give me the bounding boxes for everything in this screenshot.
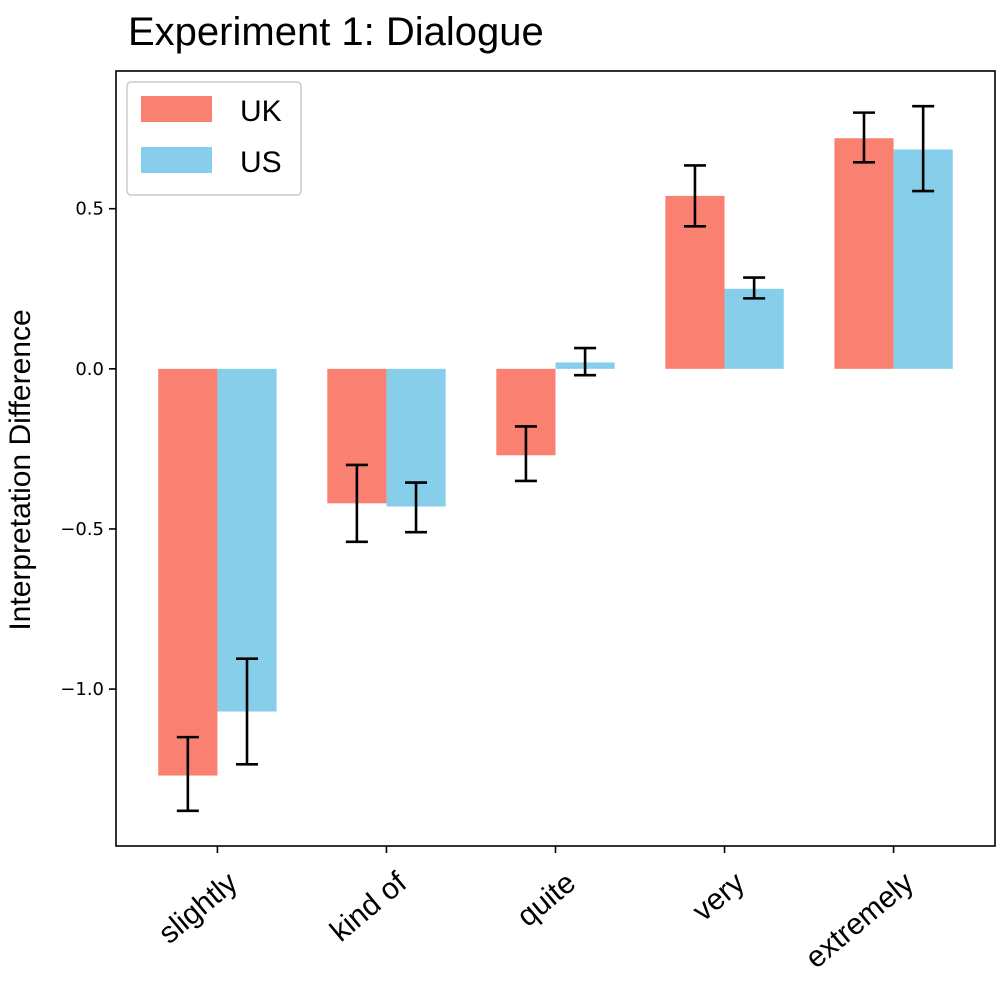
bar-uk-extremely: [834, 138, 894, 369]
legend-swatch-uk: [141, 96, 212, 122]
bar-uk-slightly: [158, 368, 218, 776]
y-tick-label: 0.0: [75, 359, 104, 380]
legend-label-us: US: [240, 146, 282, 179]
error-bar-uk-quite: [514, 425, 537, 483]
plot-area: [158, 104, 953, 813]
x-axis: slightly kind of quite very extremely: [152, 846, 920, 975]
legend-label-uk: UK: [240, 95, 282, 128]
error-bar-uk-kind-of: [345, 463, 368, 544]
x-tick-label: kind of: [324, 866, 413, 949]
error-bar-us-very: [743, 276, 766, 300]
x-tick-label: extremely: [799, 866, 920, 975]
legend-swatch-us: [141, 147, 212, 173]
error-bar-us-kind-of: [405, 481, 428, 534]
error-bar-us-slightly: [236, 657, 259, 766]
y-tick-label: −1.0: [60, 679, 104, 700]
y-axis-label: Interpretation Difference: [4, 309, 37, 630]
bar-us-very: [724, 288, 784, 369]
chart-title: Experiment 1: Dialogue: [128, 10, 544, 54]
y-tick-label: −0.5: [60, 519, 104, 540]
y-tick-label: 0.5: [75, 199, 104, 220]
y-axis: −1.0 −0.5 0.0 0.5: [60, 199, 116, 700]
x-tick-label: quite: [511, 866, 582, 933]
x-tick-label: slightly: [152, 866, 243, 950]
error-bar-uk-slightly: [176, 735, 199, 813]
legend: UK US: [126, 81, 302, 196]
error-bar-us-extremely: [912, 104, 935, 193]
error-bar-uk-extremely: [852, 111, 875, 164]
x-tick-label: very: [686, 866, 751, 928]
error-bar-us-quite: [574, 346, 597, 377]
error-bar-uk-very: [683, 164, 706, 228]
bar-us-slightly: [217, 368, 277, 712]
